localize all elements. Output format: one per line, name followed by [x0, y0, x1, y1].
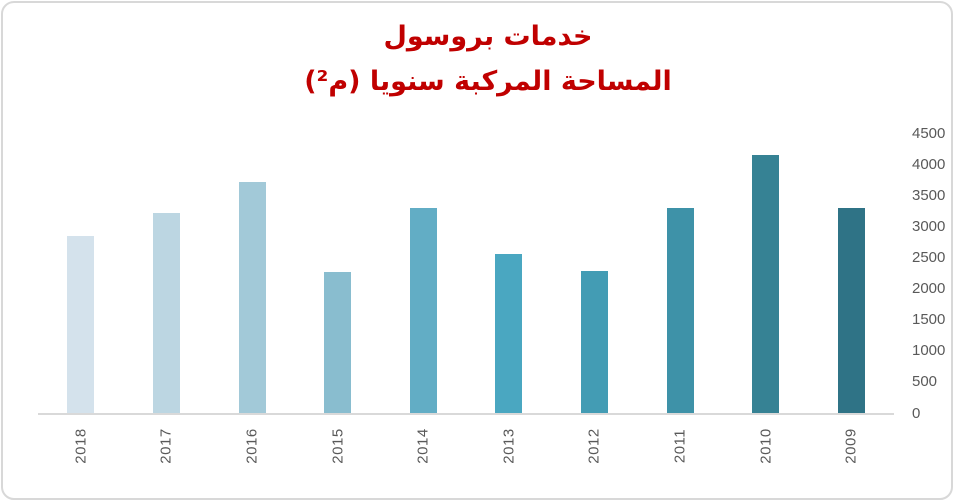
x-tick-2013: 2013 [466, 415, 552, 477]
bar-2010 [752, 154, 780, 413]
x-tick-2010: 2010 [723, 415, 809, 477]
x-tick-2017: 2017 [124, 415, 210, 477]
x-tick-label: 2013 [500, 428, 518, 464]
y-tick-label-4000: 4000 [912, 155, 946, 173]
x-tick-label: 2018 [72, 428, 90, 464]
x-tick-2015: 2015 [295, 415, 381, 477]
bar-2018 [67, 235, 95, 413]
x-tick-2011: 2011 [637, 415, 723, 477]
y-tick-label-1000: 1000 [912, 342, 946, 360]
x-tick-label: 2009 [842, 428, 860, 464]
x-axis-labels: 2018 2017 2016 2015 2014 2013 2012 2011 2010 2009 [38, 415, 894, 477]
bar-2016 [238, 181, 266, 413]
x-tick-label: 2015 [329, 428, 347, 464]
x-tick-label: 2012 [585, 428, 603, 464]
chart-title-line-2: المساحة المركبة سنويا (م²) [304, 66, 672, 97]
bar-2011 [666, 207, 694, 413]
y-tick-label-1500: 1500 [912, 311, 946, 329]
x-tick-2016: 2016 [209, 415, 295, 477]
x-tick-label: 2014 [414, 428, 432, 464]
x-tick-label: 2017 [157, 428, 175, 464]
bar-2009 [837, 208, 865, 413]
y-tick-label-2500: 2500 [912, 249, 946, 266]
y-tick-label-4500: 4500 [912, 124, 946, 142]
plot-area [38, 0, 894, 413]
x-tick-2012: 2012 [552, 415, 638, 477]
bar-2015 [324, 272, 352, 413]
y-tick-label-500: 500 [912, 373, 938, 391]
bar-2013 [495, 254, 523, 413]
x-tick-2018: 2018 [38, 415, 124, 477]
x-tick-2014: 2014 [380, 415, 466, 477]
x-tick-2009: 2009 [808, 415, 894, 477]
y-tick-label-3000: 3000 [912, 217, 946, 235]
y-tick-label-3500: 3500 [912, 186, 946, 204]
x-axis-line [38, 413, 894, 415]
bar-2012 [580, 270, 608, 413]
bar-2017 [152, 213, 180, 413]
x-tick-label: 2016 [243, 428, 261, 464]
bar-2014 [409, 207, 437, 413]
y-tick-label-2000: 2000 [912, 280, 946, 298]
chart-title-line-1: خدمات بروسول [383, 21, 593, 52]
x-tick-label: 2011 [671, 428, 689, 464]
chart-title: خدمات بروسول المساحة المركبة سنويا (م²) [22, 14, 954, 104]
x-tick-label: 2010 [757, 428, 775, 464]
y-axis-labels: 0 500 1000 1500 2000 2500 3000 3500 4000 4500 [912, 0, 954, 430]
y-tick-label-0: 0 [912, 404, 921, 422]
